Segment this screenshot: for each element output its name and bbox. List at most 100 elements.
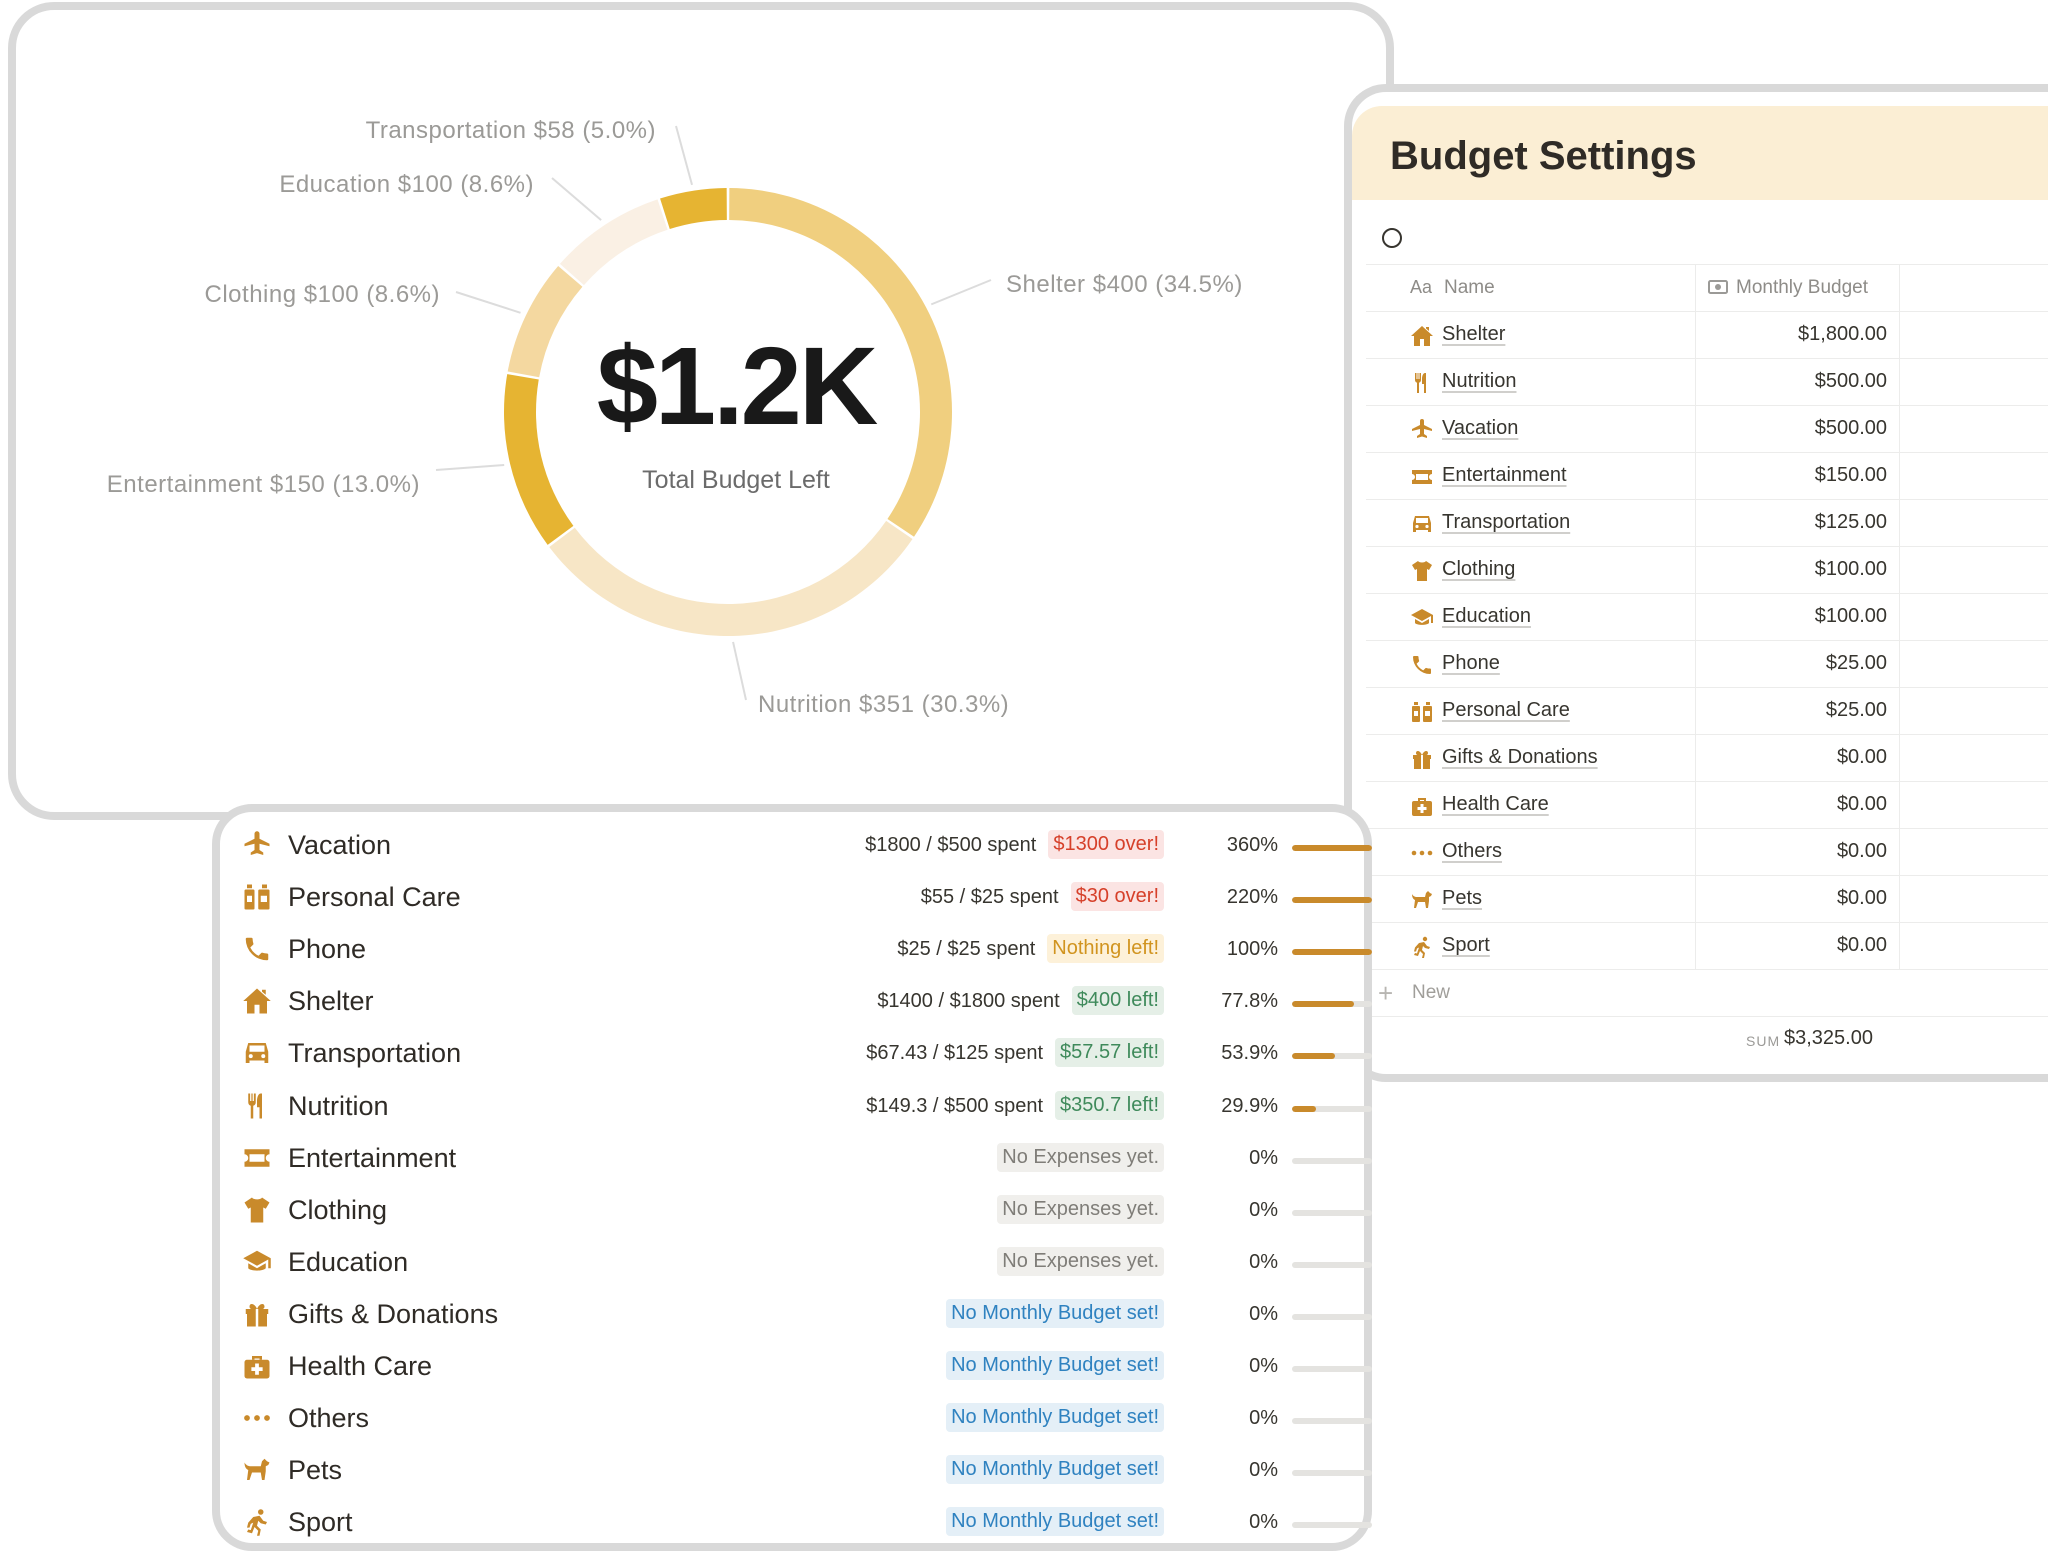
category-name: Personal Care [288,882,461,913]
category-name-link[interactable]: Transportation [1442,511,1571,533]
name-cell[interactable]: Nutrition [1366,359,1696,405]
monthly-budget-cell[interactable]: $500.00 [1696,359,1900,405]
table-row[interactable]: Transportation $125.00 [1366,500,2048,547]
name-cell[interactable]: Phone [1366,641,1696,687]
status-badge: No Monthly Budget set! [946,1455,1164,1485]
monthly-budget-value: $1,800.00 [1798,323,1887,345]
table-row[interactable]: Vacation $500.00 [1366,406,2048,453]
table-row[interactable]: Health Care $0.00 [1366,782,2048,829]
status-circle-icon[interactable] [1382,228,1402,248]
category-name-link[interactable]: Phone [1442,652,1500,674]
monthly-budget-cell[interactable]: $125.00 [1696,500,1900,546]
status-badge: No Monthly Budget set! [946,1403,1164,1433]
progress-row-others[interactable]: Others No Monthly Budget set! 0% [242,1391,1372,1443]
monthly-budget-cell[interactable]: $150.00 [1696,453,1900,499]
category-name-link[interactable]: Shelter [1442,323,1506,345]
spent-summary: $67.43 / $125 spent [866,1042,1044,1065]
table-row[interactable]: Gifts & Donations $0.00 [1366,735,2048,782]
column-header-name[interactable]: Aa Name [1366,265,1696,311]
table-row[interactable]: Shelter $1,800.00 [1366,312,2048,359]
monthly-budget-cell[interactable]: $25.00 [1696,641,1900,687]
category-name-link[interactable]: Nutrition [1442,370,1517,392]
category-name-link[interactable]: Entertainment [1442,464,1567,486]
category-name-link[interactable]: Health Care [1442,793,1549,815]
column-header-monthly-budget[interactable]: Monthly Budget [1696,265,1900,311]
table-row[interactable]: Personal Care $25.00 [1366,688,2048,735]
name-cell[interactable]: Clothing [1366,547,1696,593]
name-cell[interactable]: Gifts & Donations [1366,735,1696,781]
progress-row-sport[interactable]: Sport No Monthly Budget set! 0% [242,1495,1372,1547]
progress-row-shelter[interactable]: Shelter $1400 / $1800 spent $400 left! 7… [242,974,1372,1026]
new-row-button[interactable]: + New [1366,970,2048,1017]
name-cell[interactable]: Health Care [1366,782,1696,828]
spent-summary: $1800 / $500 spent [865,834,1037,856]
category-name-link[interactable]: Education [1442,605,1531,627]
monthly-budget-cell[interactable]: $0.00 [1696,876,1900,922]
progress-row-vacation[interactable]: Vacation $1800 / $500 spent $1300 over! … [242,818,1372,870]
table-row[interactable]: Pets $0.00 [1366,876,2048,923]
name-cell[interactable]: Transportation [1366,500,1696,546]
table-row[interactable]: Education $100.00 [1366,594,2048,641]
name-cell[interactable]: Vacation [1366,406,1696,452]
monthly-budget-cell[interactable]: $100.00 [1696,547,1900,593]
donut-slice-nutrition[interactable] [549,520,913,637]
category-name-link[interactable]: Others [1442,840,1503,862]
runner-icon [1410,935,1434,959]
category-name-link[interactable]: Pets [1442,887,1483,909]
progress-bar [1292,1366,1372,1372]
donut-slice-education[interactable] [559,199,668,286]
donut-slice-clothing[interactable] [507,265,583,378]
progress-row-education[interactable]: Education No Expenses yet. 0% [242,1235,1372,1287]
category-name: Clothing [288,1194,388,1225]
name-cell[interactable]: Education [1366,594,1696,640]
donut-slice-entertainment[interactable] [504,374,574,545]
monthly-budget-cell[interactable]: $1,800.00 [1696,312,1900,358]
runner-icon [242,1507,272,1537]
leader-line [551,177,602,221]
ticket-icon [242,1143,272,1173]
table-row[interactable]: Entertainment $150.00 [1366,453,2048,500]
table-row[interactable]: Others $0.00 [1366,829,2048,876]
category-name-link[interactable]: Gifts & Donations [1442,746,1598,768]
new-row-label: New [1412,982,1451,1003]
donut-slice-shelter[interactable] [729,188,953,537]
name-cell[interactable]: Pets [1366,876,1696,922]
progress-row-health-care[interactable]: Health Care No Monthly Budget set! 0% [242,1339,1372,1391]
progress-row-pets[interactable]: Pets No Monthly Budget set! 0% [242,1443,1372,1495]
monthly-budget-cell[interactable]: $0.00 [1696,782,1900,828]
name-cell[interactable]: Personal Care [1366,688,1696,734]
progress-row-phone[interactable]: Phone $25 / $25 spent Nothing left! 100% [242,922,1372,974]
category-name-link[interactable]: Personal Care [1442,699,1570,721]
progress-row-transportation[interactable]: Transportation $67.43 / $125 spent $57.5… [242,1026,1372,1078]
donut-slice-transportation[interactable] [660,188,727,230]
monthly-budget-cell[interactable]: $0.00 [1696,829,1900,875]
category-name-link[interactable]: Clothing [1442,558,1516,580]
car-icon [1410,512,1434,536]
monthly-budget-cell[interactable]: $500.00 [1696,406,1900,452]
progress-row-entertainment[interactable]: Entertainment No Expenses yet. 0% [242,1131,1372,1183]
name-cell[interactable]: Sport [1366,923,1696,969]
bottles-icon [242,882,272,912]
table-row[interactable]: Clothing $100.00 [1366,547,2048,594]
monthly-budget-cell[interactable]: $100.00 [1696,594,1900,640]
monthly-budget-cell[interactable]: $25.00 [1696,688,1900,734]
monthly-budget-cell[interactable]: $0.00 [1696,923,1900,969]
category-name-link[interactable]: Vacation [1442,417,1519,439]
table-row[interactable]: Nutrition $500.00 [1366,359,2048,406]
progress-row-personal-care[interactable]: Personal Care $55 / $25 spent $30 over! … [242,870,1372,922]
table-row[interactable]: Sport $0.00 [1366,923,2048,970]
category-name: Others [288,1403,370,1434]
name-cell[interactable]: Others [1366,829,1696,875]
progress-row-clothing[interactable]: Clothing No Expenses yet. 0% [242,1183,1372,1235]
monthly-budget-value: $25.00 [1825,699,1887,721]
table-row[interactable]: Phone $25.00 [1366,641,2048,688]
progress-row-nutrition[interactable]: Nutrition $149.3 / $500 spent $350.7 lef… [242,1079,1372,1131]
monthly-budget-value: $0.00 [1836,934,1887,956]
name-cell[interactable]: Entertainment [1366,453,1696,499]
category-name-link[interactable]: Sport [1442,934,1490,956]
name-cell[interactable]: Shelter [1366,312,1696,358]
monthly-budget-cell[interactable]: $0.00 [1696,735,1900,781]
airplane-icon [242,830,272,860]
house-icon [242,986,272,1016]
progress-row-gifts-and-donations[interactable]: Gifts & Donations No Monthly Budget set!… [242,1287,1372,1339]
